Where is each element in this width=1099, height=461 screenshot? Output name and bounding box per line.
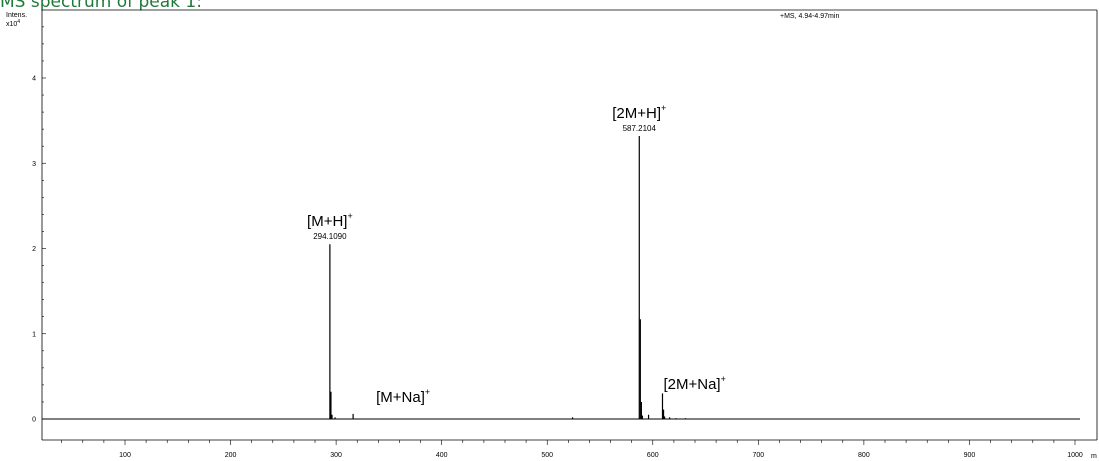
- plot-frame: [41, 9, 1098, 441]
- y-tick-label: 0: [32, 417, 36, 424]
- peak-mass-label: 587.2104: [623, 124, 657, 133]
- x-tick-label: 700: [752, 452, 764, 459]
- x-tick-label: 200: [225, 452, 237, 459]
- y-axis-scale-label: x104: [6, 19, 20, 28]
- x-tick-label: 600: [647, 452, 659, 459]
- ion-annotation-label: [2M+H]+: [612, 103, 666, 122]
- y-tick-label: 3: [32, 161, 36, 168]
- peak-mass-labels: 294.1090 587.2104: [313, 124, 656, 241]
- x-axis-unit-label: m: [1091, 453, 1097, 460]
- x-tick-label: 1000: [1067, 452, 1083, 459]
- ion-annotation-label: [M+Na]+: [376, 387, 430, 406]
- scan-info-label: +MS, 4.94-4.97min: [780, 13, 839, 20]
- y-axis: 0 1 2 3 4: [32, 26, 46, 424]
- ion-annotations: [M+H]+ [M+Na]+ [2M+H]+ [2M+Na]+: [307, 103, 726, 406]
- x-axis: 100 200 300 400 500 600 700 800 900 1000: [61, 440, 1083, 459]
- x-tick-label: 300: [330, 452, 342, 459]
- x-tick-label: 400: [436, 452, 448, 459]
- y-tick-label: 2: [32, 246, 36, 253]
- y-tick-label: 1: [32, 331, 36, 338]
- peak-mass-label: 294.1090: [313, 232, 347, 241]
- x-tick-label: 900: [964, 452, 976, 459]
- x-tick-label: 500: [541, 452, 553, 459]
- ion-annotation-label: [M+H]+: [307, 211, 353, 230]
- peak-series: [329, 135, 687, 419]
- y-axis-label: Intens.: [6, 12, 27, 19]
- ion-annotation-label: [2M+Na]+: [663, 374, 725, 393]
- x-tick-label: 800: [858, 452, 870, 459]
- y-tick-label: 4: [32, 76, 36, 83]
- x-tick-label: 100: [119, 452, 131, 459]
- figure-title: MS spectrum of peak 1:: [0, 0, 202, 12]
